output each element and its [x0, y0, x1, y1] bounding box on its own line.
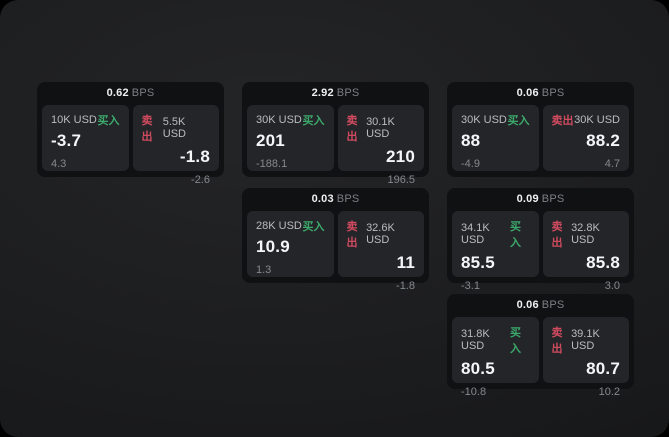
spread-header: 2.92 BPS [247, 82, 424, 105]
sell-panel[interactable]: 卖出 30K USD 88.2 4.7 [542, 105, 629, 171]
buy-price-value: 80.5 [461, 359, 495, 378]
buy-price-value: 85.5 [461, 253, 495, 272]
bps-value: 2.92 [311, 87, 334, 99]
bps-value: 0.03 [311, 193, 334, 205]
sell-change-value: 196.5 [387, 174, 415, 186]
sell-price-value: 85.8 [586, 253, 620, 272]
buy-tag: 买入 [509, 327, 521, 355]
buy-tag: 买入 [507, 115, 530, 127]
sell-price-value: 210 [386, 147, 415, 166]
spread-header: 0.06 BPS [452, 294, 629, 317]
spread-header: 0.06 BPS [452, 82, 629, 105]
buy-panel[interactable]: 31.8K USD 买入 80.5 -10.8 [452, 317, 539, 398]
sell-price-value: 80.7 [586, 359, 620, 378]
bps-unit: BPS [541, 193, 565, 205]
buy-amount-label: 31.8K USD [461, 328, 490, 352]
buy-price-value: 88 [461, 131, 481, 150]
bps-value: 0.62 [106, 87, 129, 99]
quote-card: 2.92 BPS 30K USD 买入 201 -188.1 卖出 30.1K U… [242, 82, 429, 186]
sell-amount-label: 39.1K USD [571, 328, 600, 352]
spread-header: 0.03 BPS [247, 188, 424, 211]
sell-panel[interactable]: 卖出 30.1K USD 210 196.5 [337, 105, 424, 186]
sell-amount-label: 5.5K USD [162, 116, 186, 140]
buy-price-value: 201 [256, 131, 285, 150]
bps-value: 0.09 [516, 193, 539, 205]
buy-amount-label: 34.1K USD [461, 222, 490, 246]
bps-unit: BPS [131, 87, 155, 99]
sell-tag: 卖出 [551, 327, 563, 355]
quote-card: 0.03 BPS 28K USD 买入 10.9 1.3 卖出 32.6K USD… [242, 188, 429, 292]
bps-unit: BPS [541, 87, 565, 99]
quote-card: 0.62 BPS 10K USD 买入 -3.7 4.3 卖出 5.5K USD … [37, 82, 224, 186]
sell-tag: 卖出 [551, 221, 563, 249]
buy-panel[interactable]: 30K USD 买入 88 -4.9 [452, 105, 539, 171]
quote-card: 0.06 BPS 31.8K USD 买入 80.5 -10.8 卖出 39.1K… [447, 294, 634, 398]
buy-tag: 买入 [302, 221, 325, 233]
quote-card: 0.09 BPS 34.1K USD 买入 85.5 -3.1 卖出 32.8K … [447, 188, 634, 292]
sell-amount-label: 32.6K USD [366, 222, 395, 246]
sell-amount-label: 30.1K USD [366, 116, 395, 140]
buy-panel[interactable]: 10K USD 买入 -3.7 4.3 [42, 105, 129, 171]
sell-price-value: 88.2 [586, 131, 620, 150]
sell-price-value: 11 [396, 253, 415, 272]
sell-panel[interactable]: 卖出 39.1K USD 80.7 10.2 [542, 317, 629, 398]
sell-change-value: -1.8 [396, 280, 415, 292]
buy-panel[interactable]: 30K USD 买入 201 -188.1 [247, 105, 334, 171]
buy-panel[interactable]: 34.1K USD 买入 85.5 -3.1 [452, 211, 539, 292]
bps-unit: BPS [336, 193, 360, 205]
sell-panel[interactable]: 卖出 5.5K USD -1.8 -2.6 [132, 105, 219, 186]
sell-change-value: 3.0 [604, 280, 620, 292]
buy-tag: 买入 [509, 221, 521, 249]
spread-header: 0.09 BPS [452, 188, 629, 211]
sell-amount-label: 32.8K USD [571, 222, 600, 246]
bps-unit: BPS [336, 87, 360, 99]
buy-amount-label: 28K USD [256, 220, 302, 232]
sell-change-value: -2.6 [191, 174, 210, 186]
quote-card: 0.06 BPS 30K USD 买入 88 -4.9 卖出 30K USD 88… [447, 82, 634, 177]
sell-tag: 卖出 [346, 221, 358, 249]
buy-price-value: 10.9 [256, 237, 290, 256]
bps-value: 0.06 [516, 299, 539, 311]
buy-tag: 买入 [97, 115, 120, 127]
sell-tag: 卖出 [551, 115, 574, 127]
buy-tag: 买入 [302, 115, 325, 127]
buy-amount-label: 30K USD [461, 114, 507, 126]
sell-tag: 卖出 [346, 115, 358, 143]
bps-unit: BPS [541, 299, 565, 311]
sell-change-value: 4.7 [604, 158, 620, 170]
buy-amount-label: 10K USD [51, 114, 97, 126]
buy-change-value: -10.8 [461, 386, 487, 398]
buy-change-value: -3.1 [461, 280, 480, 292]
sell-change-value: 10.2 [598, 386, 620, 398]
spread-header: 0.62 BPS [42, 82, 219, 105]
sell-panel[interactable]: 卖出 32.8K USD 85.8 3.0 [542, 211, 629, 292]
bps-value: 0.06 [516, 87, 539, 99]
sell-panel[interactable]: 卖出 32.6K USD 11 -1.8 [337, 211, 424, 292]
buy-change-value: -4.9 [461, 158, 480, 170]
buy-change-value: 4.3 [51, 158, 67, 170]
sell-price-value: -1.8 [179, 147, 210, 166]
sell-tag: 卖出 [141, 115, 153, 143]
buy-change-value: 1.3 [256, 264, 272, 276]
buy-amount-label: 30K USD [256, 114, 302, 126]
buy-price-value: -3.7 [51, 131, 82, 150]
buy-panel[interactable]: 28K USD 买入 10.9 1.3 [247, 211, 334, 277]
sell-amount-label: 30K USD [574, 114, 620, 126]
buy-change-value: -188.1 [256, 158, 288, 170]
